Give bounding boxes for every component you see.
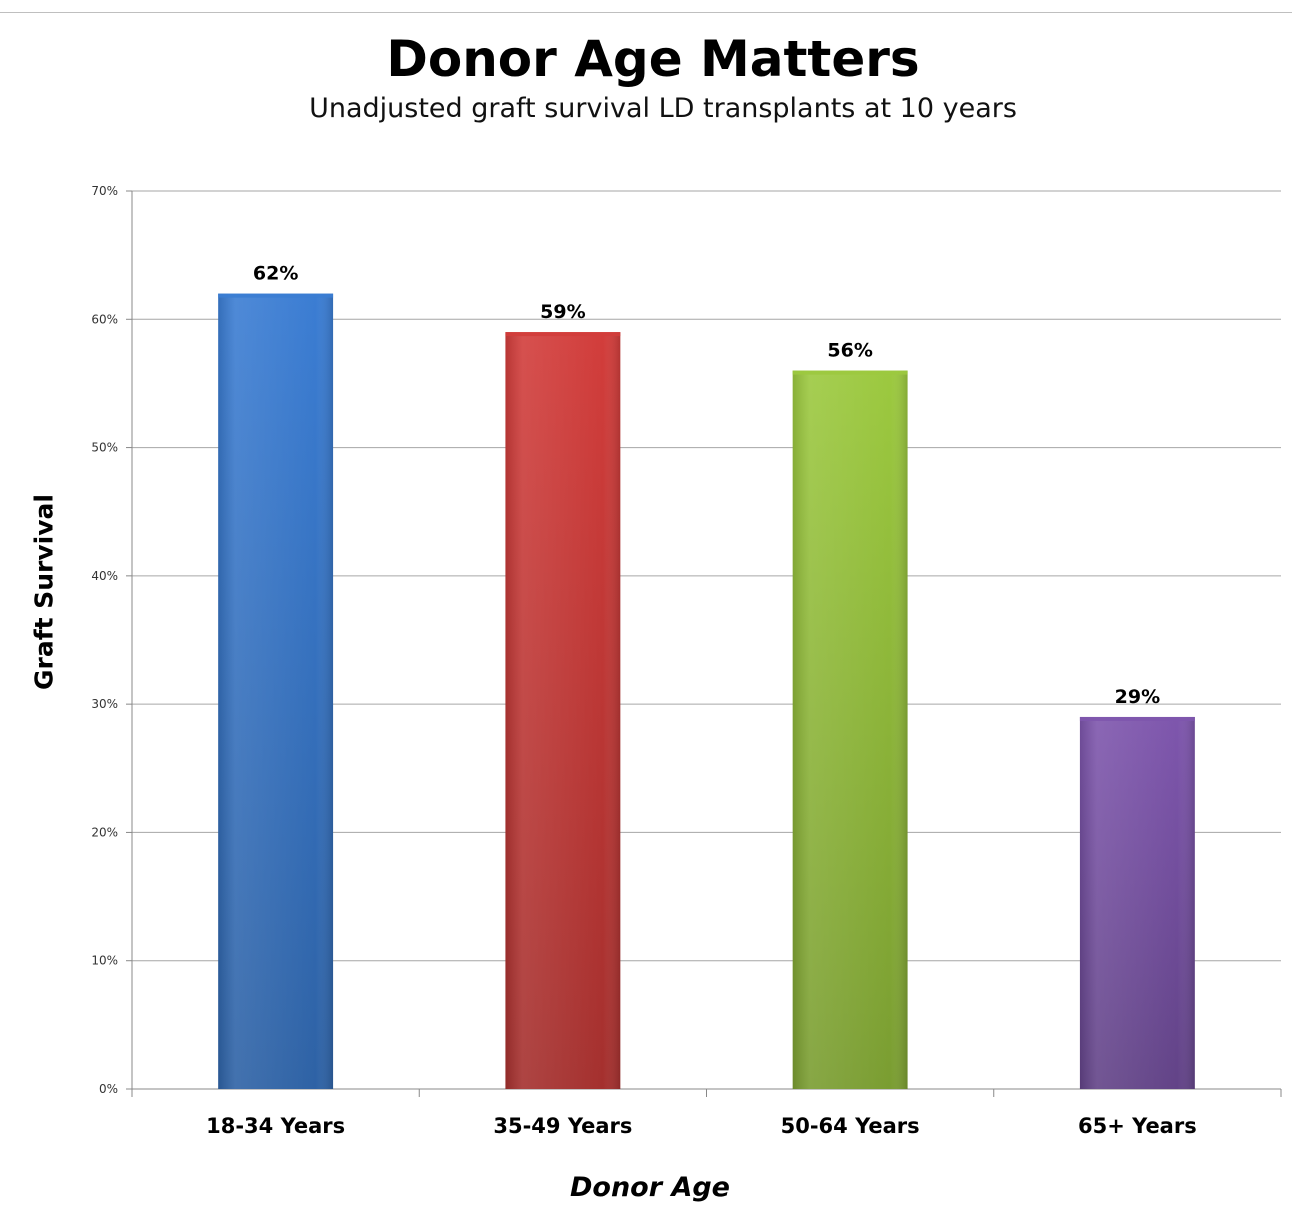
bar-cap <box>1079 716 1195 721</box>
bars <box>218 293 1195 1090</box>
data-label: 56% <box>827 340 872 362</box>
chart-title: Donor Age Matters <box>386 30 920 88</box>
data-label: 59% <box>540 301 585 323</box>
bar-shading <box>505 332 621 1090</box>
bar-cap <box>505 332 621 337</box>
y-tick-label: 70% <box>91 184 118 198</box>
y-tick-label: 40% <box>91 569 118 583</box>
y-tick-label: 20% <box>91 825 118 839</box>
bar-shading <box>1079 716 1195 1089</box>
x-tick-label: 18-34 Years <box>206 1114 345 1138</box>
bar-cap <box>792 370 908 375</box>
x-axis-label: Donor Age <box>570 1172 730 1203</box>
y-tick-label: 60% <box>91 312 118 326</box>
x-tick-label: 65+ Years <box>1078 1114 1197 1138</box>
y-tick-label: 30% <box>91 697 118 711</box>
bar-shading <box>218 293 334 1090</box>
top-rule <box>0 12 1292 13</box>
y-tick-label: 50% <box>91 441 118 455</box>
labels: 62% 18-34 Years 59% 35-49 Years 56% 50-64 Yea… <box>206 263 1197 1138</box>
data-label: 62% <box>253 263 298 285</box>
bar-cap <box>218 293 334 298</box>
x-tick-label: 50-64 Years <box>781 1114 920 1138</box>
bar-shading <box>792 370 908 1090</box>
y-tick-label: 0% <box>99 1082 118 1096</box>
data-label: 29% <box>1115 686 1160 708</box>
x-tick-label: 35-49 Years <box>493 1114 632 1138</box>
y-tick-label: 10% <box>91 954 118 968</box>
chart-subtitle: Unadjusted graft survival LD transplants… <box>309 93 1017 124</box>
